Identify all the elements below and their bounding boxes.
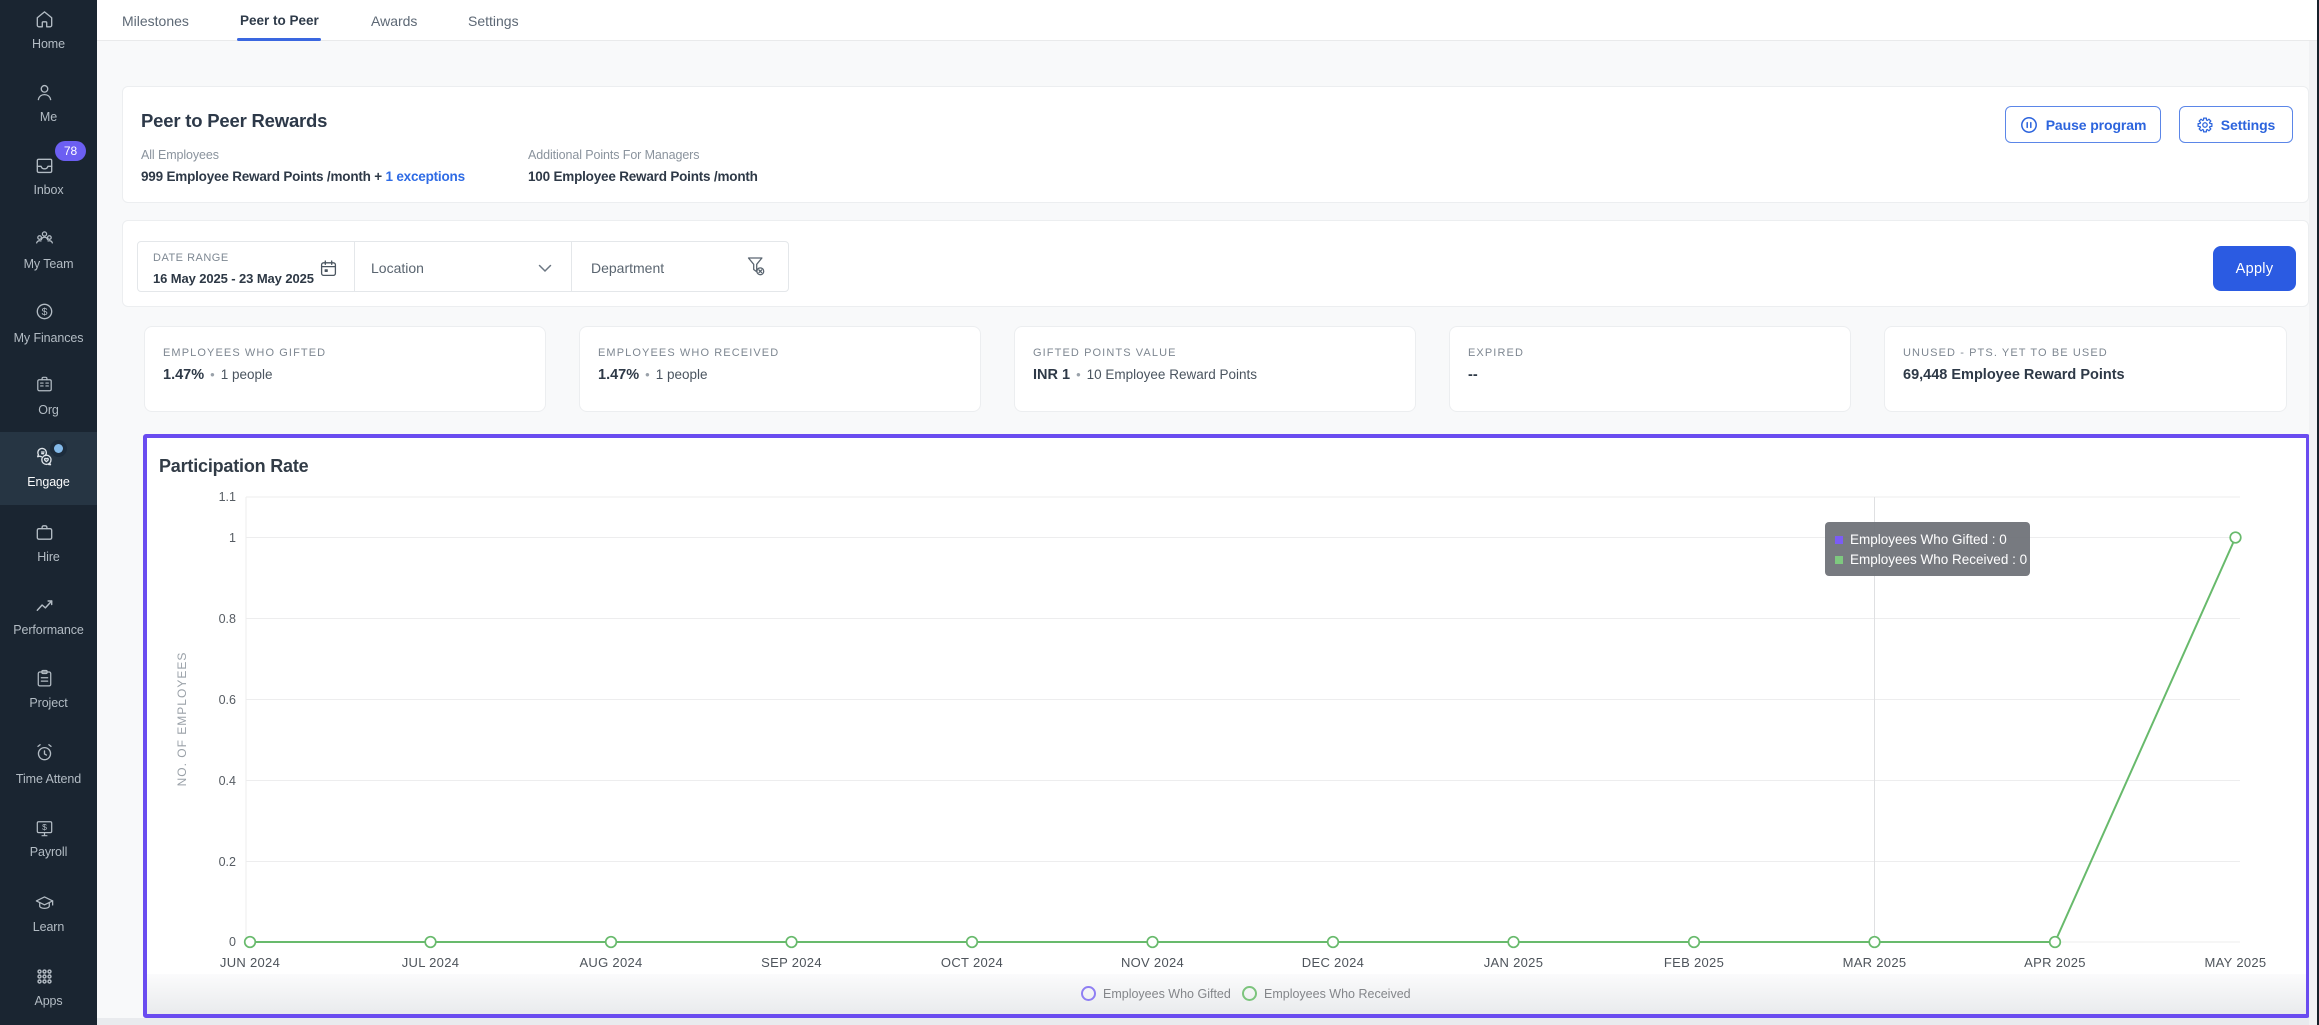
svg-text:NOV 2024: NOV 2024 [1121, 955, 1184, 970]
svg-text:JUL 2024: JUL 2024 [402, 955, 460, 970]
svg-text:SEP 2024: SEP 2024 [761, 955, 822, 970]
svg-text:NO. OF EMPLOYEES: NO. OF EMPLOYEES [175, 652, 189, 787]
svg-text:0.2: 0.2 [219, 855, 236, 869]
svg-text:0.8: 0.8 [219, 612, 236, 626]
svg-text:JUN 2024: JUN 2024 [220, 955, 280, 970]
svg-text:MAR 2025: MAR 2025 [1843, 955, 1907, 970]
svg-text:APR 2025: APR 2025 [2024, 955, 2086, 970]
svg-text:AUG 2024: AUG 2024 [579, 955, 642, 970]
svg-text:1: 1 [229, 531, 236, 545]
svg-text:OCT 2024: OCT 2024 [941, 955, 1003, 970]
svg-text:0.6: 0.6 [219, 693, 236, 707]
svg-text:FEB 2025: FEB 2025 [1664, 955, 1724, 970]
svg-text:MAY 2025: MAY 2025 [2205, 955, 2267, 970]
svg-text:1.1: 1.1 [219, 490, 236, 504]
svg-text:0.4: 0.4 [219, 774, 236, 788]
svg-text:JAN 2025: JAN 2025 [1484, 955, 1544, 970]
svg-text:DEC 2024: DEC 2024 [1302, 955, 1364, 970]
svg-text:$: $ [42, 822, 47, 832]
svg-text:$: $ [42, 306, 48, 318]
svg-text:0: 0 [229, 935, 236, 949]
